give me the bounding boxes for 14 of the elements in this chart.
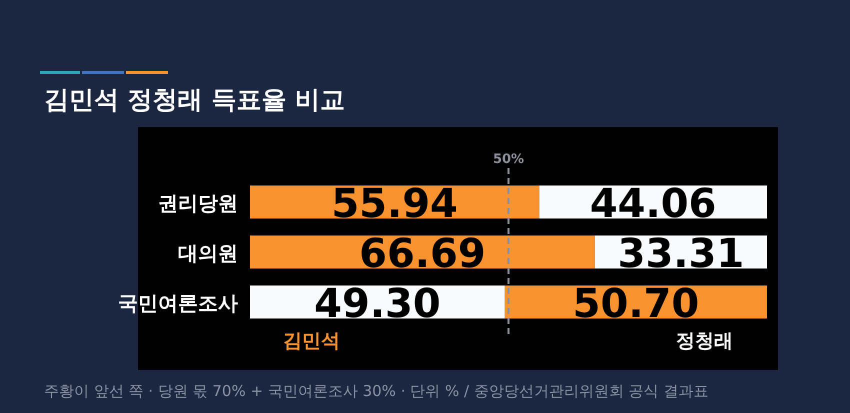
data-label: 33.31 <box>618 231 744 277</box>
y-tick-label: 대의원 <box>178 241 238 265</box>
data-label: 50.70 <box>572 281 700 327</box>
y-tick-label: 권리당원 <box>158 191 238 215</box>
data-label: 55.94 <box>331 181 458 227</box>
data-label: 66.69 <box>359 231 486 277</box>
series-label: 김민석 <box>283 330 340 352</box>
y-tick-label: 국민여론조사 <box>118 291 238 315</box>
text: 주황이 앞선 쪽 · 당원 몫 70% + 국민여론조사 30% · 단위 % / 중앙당선거관리위원회 공식 결과표 <box>44 382 708 400</box>
data-label: 49.30 <box>314 281 441 327</box>
chart-title: 김민석 정청래 득표율 비교 <box>44 85 346 114</box>
data-label: 44.06 <box>590 181 716 227</box>
series-label: 정청래 <box>676 330 733 352</box>
ref-line-label: 50% <box>492 152 524 167</box>
